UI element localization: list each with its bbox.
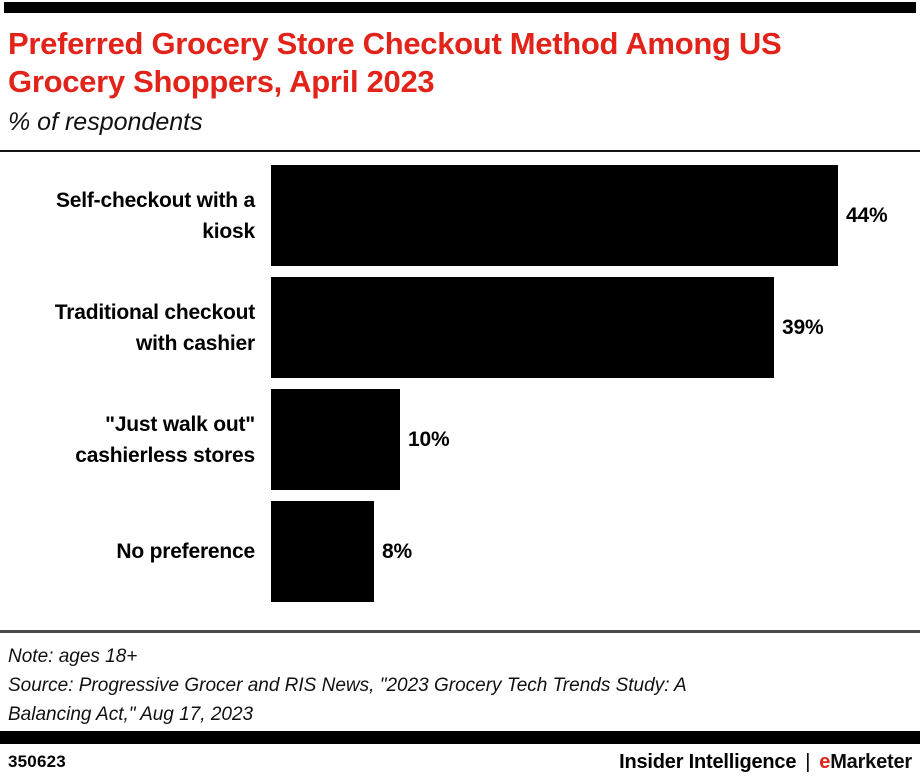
category-label: Self-checkout with a kiosk xyxy=(55,188,255,243)
footnotes: Note: ages 18+ Source: Progressive Groce… xyxy=(0,642,920,729)
bar-area: 44% xyxy=(271,165,920,266)
bar-chart: Self-checkout with a kiosk 44% Tradition… xyxy=(0,165,920,602)
brand-insider-intelligence: Insider Intelligence xyxy=(619,750,797,773)
chart-row: No preference 8% xyxy=(0,501,920,602)
chart-row: Traditional checkout with cashier 39% xyxy=(0,277,920,378)
category-label: "Just walk out" cashierless stores xyxy=(75,412,255,467)
brand-emarketer-rest: Marketer xyxy=(830,750,912,773)
value-label: 44% xyxy=(846,203,888,227)
bar xyxy=(271,501,374,602)
category-label: No preference xyxy=(116,540,255,563)
footer: 350623 Insider Intelligence | e Marketer xyxy=(0,744,920,780)
header-divider xyxy=(0,150,920,152)
category-label: Traditional checkout with cashier xyxy=(54,300,255,355)
bar-area: 39% xyxy=(271,277,920,378)
bar xyxy=(271,165,838,266)
chart-header: Preferred Grocery Store Checkout Method … xyxy=(0,13,920,138)
chart-row: Self-checkout with a kiosk 44% xyxy=(0,165,920,266)
chart-subtitle: % of respondents xyxy=(8,108,203,136)
chart-row: "Just walk out" cashierless stores 10% xyxy=(0,389,920,490)
brand-lockup: Insider Intelligence | e Marketer xyxy=(619,751,912,774)
bar-area: 8% xyxy=(271,501,920,602)
brand-separator: | xyxy=(805,750,811,773)
note-text: Note: ages 18+ xyxy=(8,646,138,667)
source-text: Source: Progressive Grocer and RIS News,… xyxy=(8,675,687,725)
chart-title: Preferred Grocery Store Checkout Method … xyxy=(8,26,782,99)
bar xyxy=(271,277,774,378)
value-label: 10% xyxy=(408,427,450,451)
value-label: 8% xyxy=(382,539,412,563)
top-accent-bar xyxy=(4,2,916,13)
chart-id: 350623 xyxy=(8,752,66,771)
footnote-divider xyxy=(0,630,920,633)
brand-emarketer-e: e xyxy=(819,750,831,773)
value-label: 39% xyxy=(782,315,824,339)
bar-area: 10% xyxy=(271,389,920,490)
bar xyxy=(271,389,400,490)
footer-accent-bar xyxy=(0,731,920,744)
